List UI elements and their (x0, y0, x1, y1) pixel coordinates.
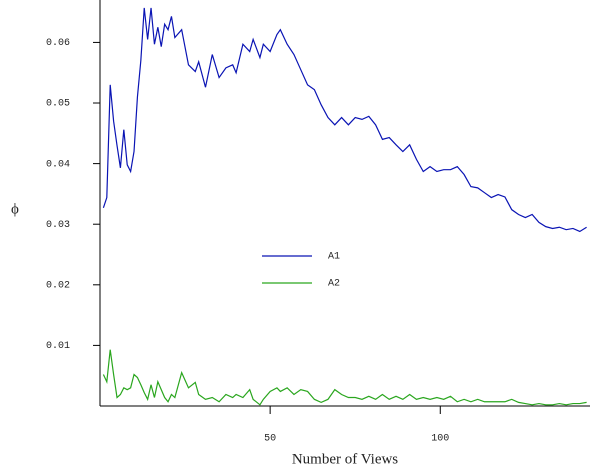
y-tick-label: 0.01 (46, 341, 70, 352)
y-tick-label: 0.06 (46, 38, 70, 49)
x-tick-label: 50 (264, 434, 276, 445)
series-line (102, 7, 587, 233)
legend-label: A2 (328, 279, 340, 290)
y-tick-label: 0.05 (46, 99, 70, 110)
x-axis-label: Number of Views (292, 451, 398, 467)
y-tick-label: 0.03 (46, 220, 70, 231)
x-tick-label: 100 (431, 434, 449, 445)
y-tick-label: 0.02 (46, 280, 70, 291)
legend-label: A1 (328, 252, 340, 263)
y-axis-label: ϕ (11, 201, 19, 217)
y-tick-label: 0.04 (46, 159, 70, 170)
series-line (102, 349, 587, 406)
